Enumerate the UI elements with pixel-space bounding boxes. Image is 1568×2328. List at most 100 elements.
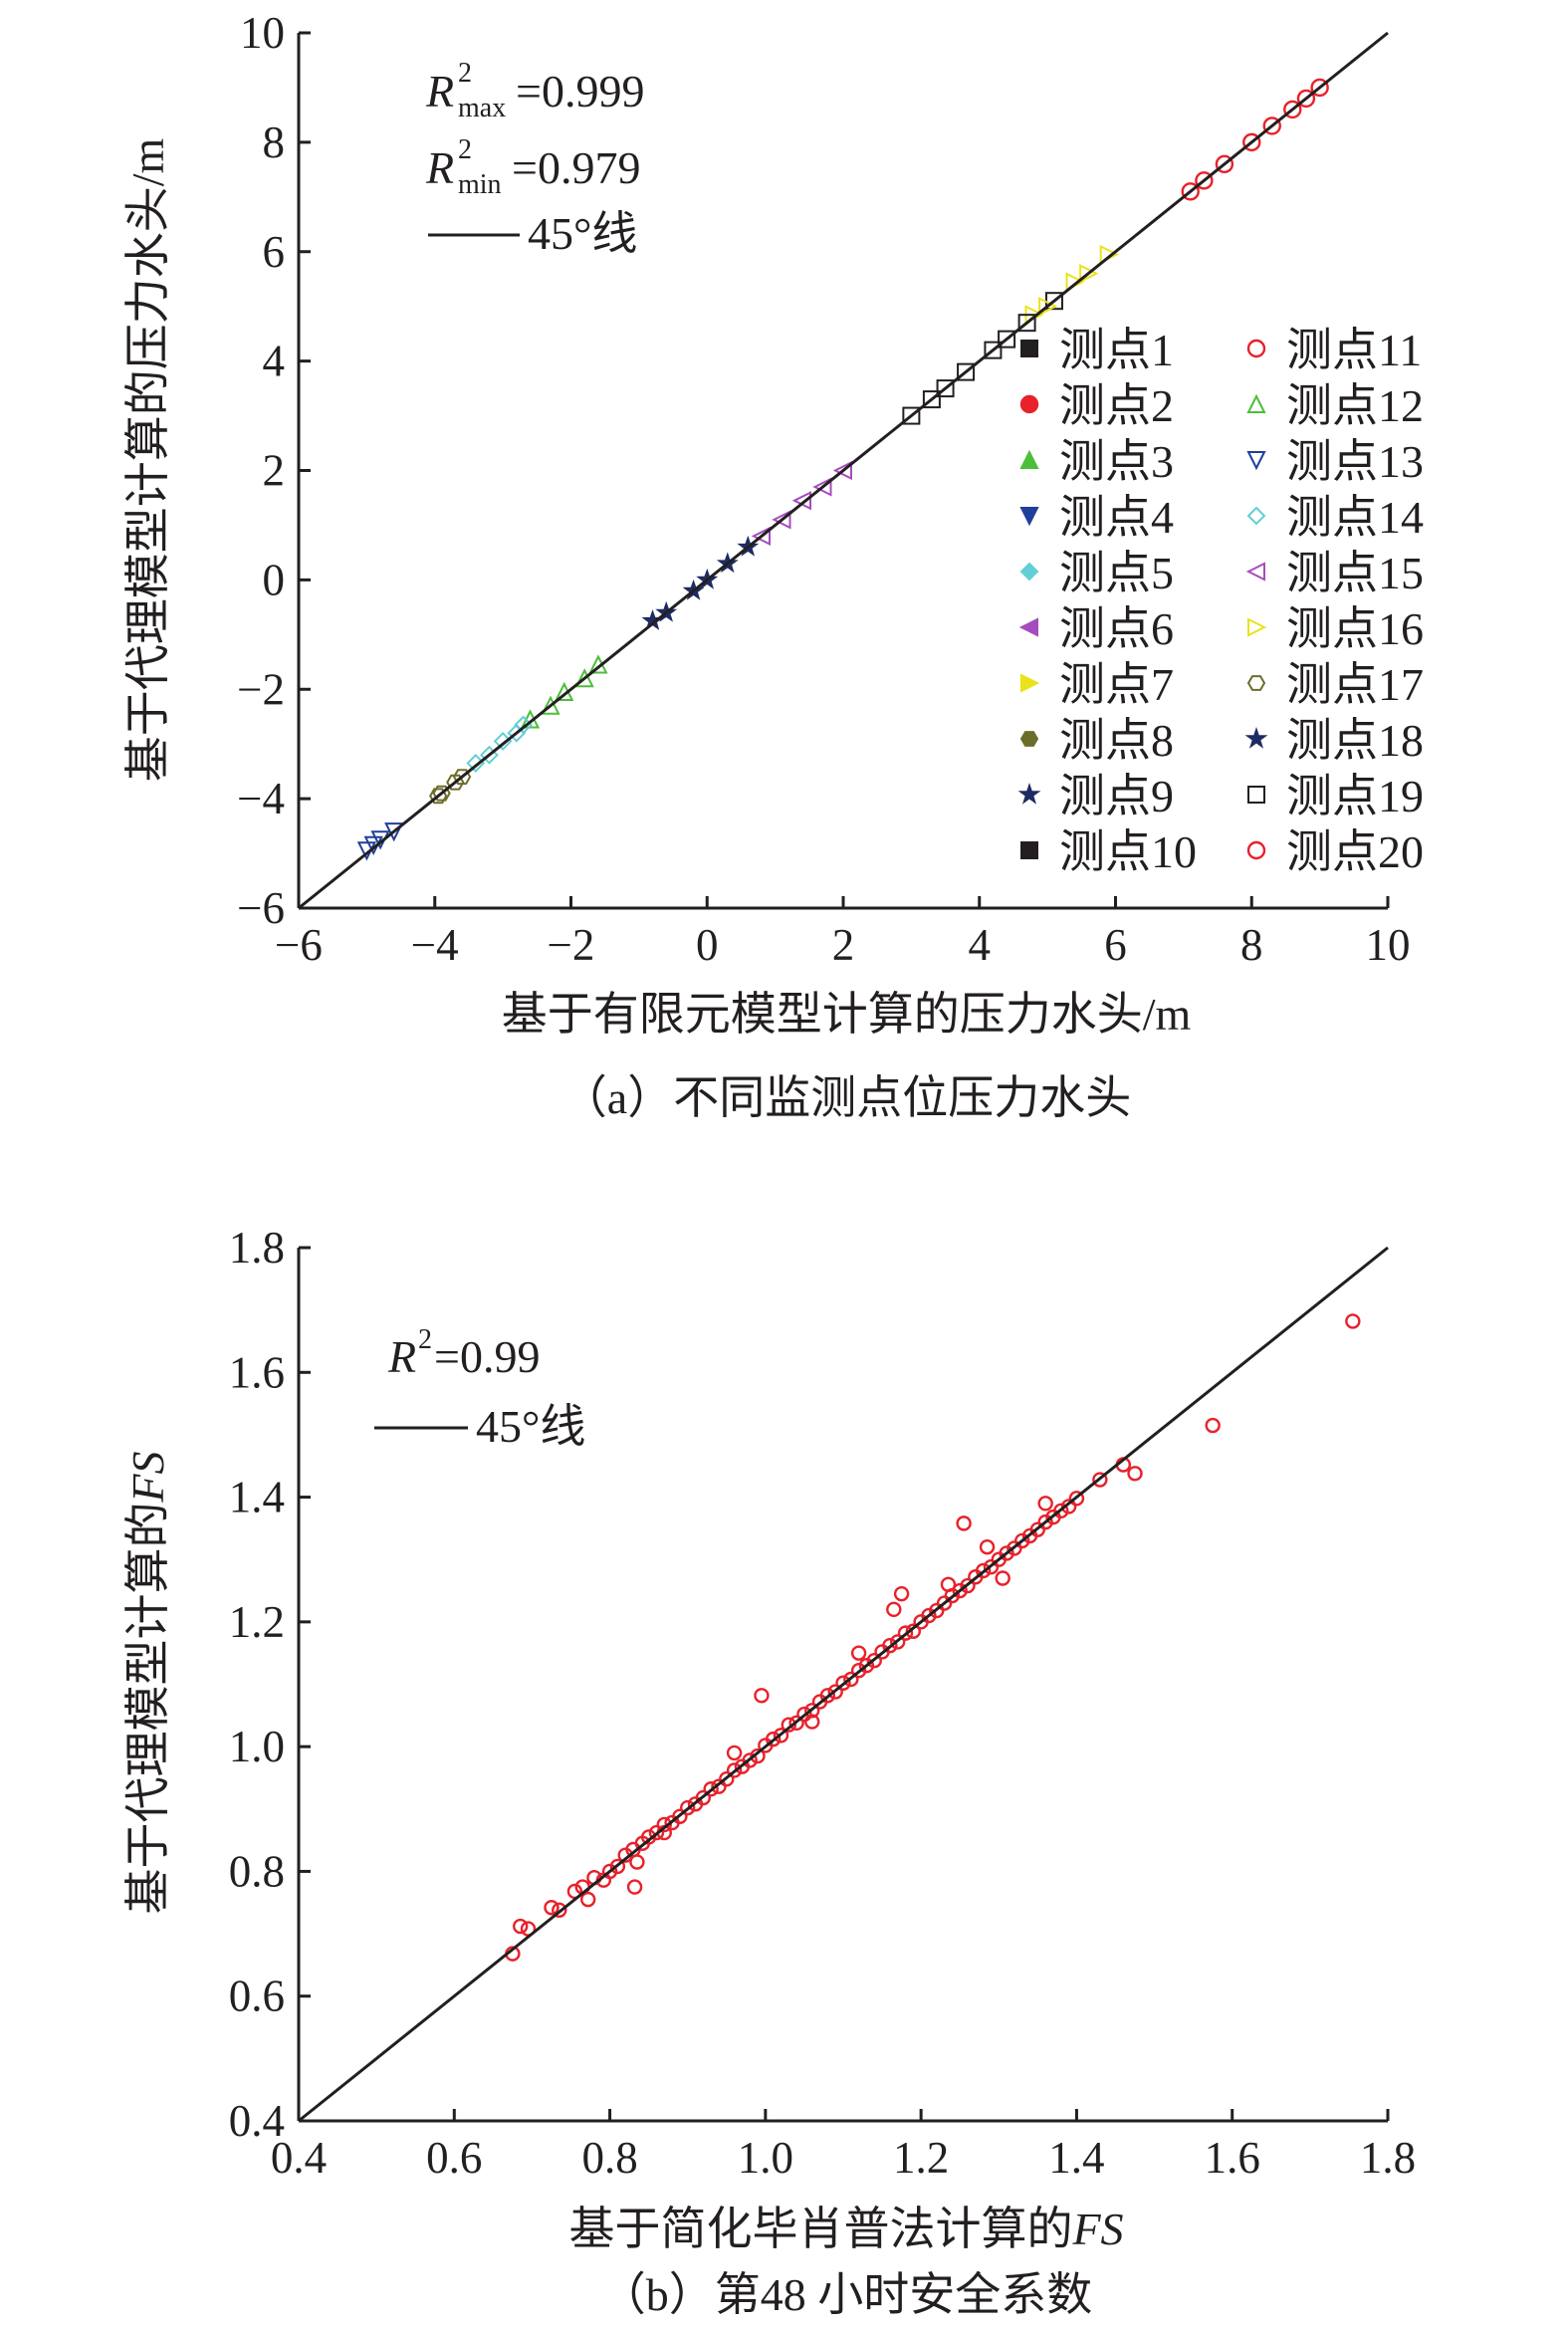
b-data-point [703,1781,719,1797]
legend-label: 测点8 [1059,715,1174,766]
panel-b-y-axis-label-fs: FS [122,1451,173,1503]
a-data-point [384,822,404,842]
legend-label: 测点10 [1059,826,1197,877]
b-data-point [1037,1513,1053,1530]
b-y-tick-label: 0.4 [229,2096,285,2146]
b-data-point [788,1715,804,1732]
b-data-point [1205,1417,1221,1434]
b-data-point [827,1684,843,1700]
a-data-point [936,379,955,398]
legend-label: 测点3 [1059,436,1174,487]
b-data-point [672,1808,688,1825]
a-y-tick-label: 10 [240,8,285,58]
b-data-point [804,1703,820,1719]
panel-a-y-axis-label: 基于代理模型计算的压力水头/m [122,138,173,783]
chart-panel-b: 0.4 0.6 0.8 1.0 1.2 1.4 1.6 1.8 0.4 0.6 0.8 1.0 1.2 1… [122,1223,1416,2320]
panel-b-x-axis-label-text: 基于简化毕肖普法计算的 [568,2204,1072,2254]
panel-b-x-axis-label: 基于简化毕肖普法计算的FS [568,2204,1123,2254]
b-x-tick-label: 1.2 [893,2133,949,2183]
b-data-point [905,1623,922,1639]
b-data-point [897,1625,914,1641]
b-data-point [1127,1466,1143,1482]
r2max-subscript: max [458,93,506,123]
legend-marker [1019,449,1039,469]
panel-b-y-axis-label: 基于代理模型计算的FS [122,1451,173,1914]
a-x-tick-label: 10 [1366,920,1411,970]
a-data-point [452,769,472,786]
legend-marker [1245,562,1265,582]
a-data-point [984,341,1003,359]
legend-label: 测点9 [1059,771,1174,821]
b-y-tick-label: 1.8 [229,1223,285,1273]
a-x-tick-label: 6 [1104,920,1127,970]
b-data-point [626,1879,643,1895]
legend-marker [1017,783,1041,805]
b-x-tick-label: 1.4 [1048,2133,1104,2183]
chart-panel-a: −6 −4 −2 0 2 4 6 8 10 −6 −4 −2 0 2 4 6 8 10 基于有限元模型计算的压力水… [122,8,1424,1123]
a-data-point [1283,100,1302,119]
a-data-point [957,362,976,381]
a-data-point [574,668,594,688]
r2-superscript: 2 [418,1324,432,1355]
b-data-point [999,1545,1014,1561]
a-x-tick-label: 2 [832,920,855,970]
b-data-point [726,1762,743,1778]
r2-value: =0.99 [434,1331,540,1382]
panel-a-line-legend: 45°线 [428,208,637,259]
b-data-point [995,1570,1010,1586]
b-y-tick-label: 1.4 [229,1473,285,1522]
b-data-point [609,1858,626,1875]
a-data-point [902,406,921,425]
a-data-point [1079,264,1099,284]
r2min-subscript: min [458,169,502,200]
legend-label: 测点7 [1059,659,1174,710]
b-data-point [552,1902,567,1918]
a-x-tick-label: −4 [411,920,459,970]
legend-marker [1246,675,1266,691]
a-data-point [1215,154,1234,174]
legend-label: 测点15 [1286,548,1424,598]
panel-a-x-axis-label: 基于有限元模型计算的压力水头/m [502,989,1192,1040]
b-y-tick-label: 0.6 [229,1972,285,2021]
a-data-point [541,695,560,715]
legend-label: 测点18 [1286,715,1424,766]
a-data-point [812,477,832,497]
b-data-point [858,1658,875,1674]
legend-label: 测点2 [1059,380,1174,431]
panel-b-45-degree-line [298,1246,1389,2123]
b-y-tick-label: 1.2 [229,1597,285,1647]
panel-b-data-points [505,1313,1361,1962]
legend-label: 测点14 [1286,492,1424,543]
b-data-point [866,1652,882,1669]
panel-a-tick-labels: −6 −4 −2 0 2 4 6 8 10 −6 −4 −2 0 2 4 6 8 10 [237,8,1410,970]
a-data-point [832,460,852,481]
b-data-point [804,1714,820,1730]
b-data-point [754,1688,770,1704]
b-data-point [850,1645,867,1661]
legend-marker [1246,393,1266,413]
a-data-point [1310,78,1329,98]
b-data-point [1037,1496,1053,1512]
b-data-point [979,1538,996,1555]
legend-marker [1244,727,1268,749]
a-data-point [432,785,451,802]
b-data-point [680,1799,696,1816]
b-data-point [1060,1499,1077,1514]
b-data-point [781,1717,796,1733]
line-legend-label: 45°线 [528,208,637,259]
b-data-point [579,1891,596,1908]
legend-label: 测点1 [1059,325,1174,375]
a-data-point [1181,182,1200,201]
panel-a-r2-max: R 2 max =0.999 [425,58,644,123]
b-data-point [1345,1313,1361,1329]
a-x-tick-label: 8 [1240,920,1263,970]
legend-marker [1247,786,1265,804]
panel-b-axes [297,1246,1390,2123]
b-data-point [601,1863,618,1880]
b-x-tick-label: 0.8 [581,2133,637,2183]
legend-marker [1019,562,1039,582]
b-data-point [960,1577,976,1594]
legend-marker [1019,507,1039,527]
b-y-tick-label: 1.0 [229,1722,285,1771]
